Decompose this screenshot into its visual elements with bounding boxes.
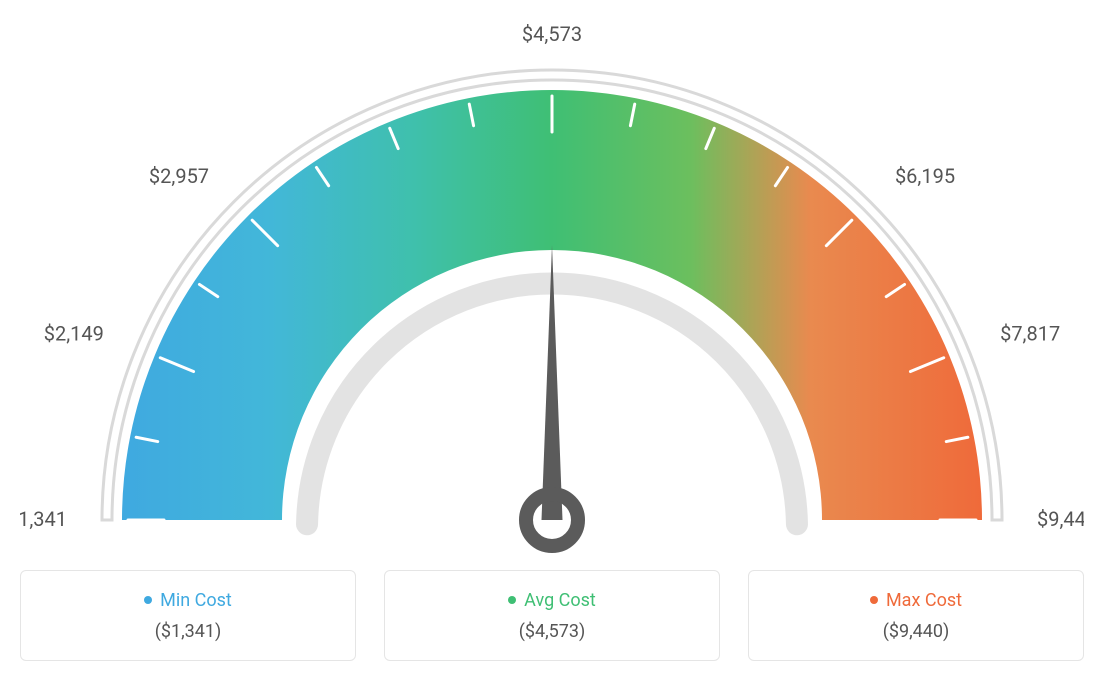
gauge-scale-label: $1,341 bbox=[20, 507, 67, 531]
gauge-chart: $1,341 $2,149 $2,957 $4,573 $6,195 $7,817 $9,4… bbox=[20, 20, 1084, 560]
legend-title: Min Cost bbox=[144, 590, 232, 611]
legend-card: Avg Cost ($4,573) bbox=[384, 570, 720, 661]
legend-row: Min Cost ($1,341) Avg Cost ($4,573) Max Cost… bbox=[20, 570, 1084, 661]
gauge-scale-label: $9,440 bbox=[1037, 507, 1084, 531]
legend-value: ($4,573) bbox=[395, 621, 709, 642]
legend-value: ($1,341) bbox=[31, 621, 345, 642]
legend-title: Max Cost bbox=[870, 590, 962, 611]
legend-title: Avg Cost bbox=[508, 590, 596, 611]
gauge-scale-label: $2,149 bbox=[44, 321, 104, 345]
gauge-scale-label: $2,957 bbox=[149, 164, 209, 188]
legend-value: ($9,440) bbox=[759, 621, 1073, 642]
gauge-scale-label: $6,195 bbox=[895, 164, 955, 188]
legend-dot-icon bbox=[870, 596, 878, 604]
legend-label: Avg Cost bbox=[524, 590, 596, 611]
gauge-scale-label: $7,817 bbox=[1000, 321, 1060, 345]
legend-label: Min Cost bbox=[160, 590, 232, 611]
gauge-scale-label: $4,573 bbox=[522, 22, 582, 46]
legend-label: Max Cost bbox=[886, 590, 962, 611]
cost-gauge-widget: $1,341 $2,149 $2,957 $4,573 $6,195 $7,817 $9,4… bbox=[20, 20, 1084, 661]
legend-card: Min Cost ($1,341) bbox=[20, 570, 356, 661]
legend-dot-icon bbox=[144, 596, 152, 604]
legend-card: Max Cost ($9,440) bbox=[748, 570, 1084, 661]
legend-dot-icon bbox=[508, 596, 516, 604]
